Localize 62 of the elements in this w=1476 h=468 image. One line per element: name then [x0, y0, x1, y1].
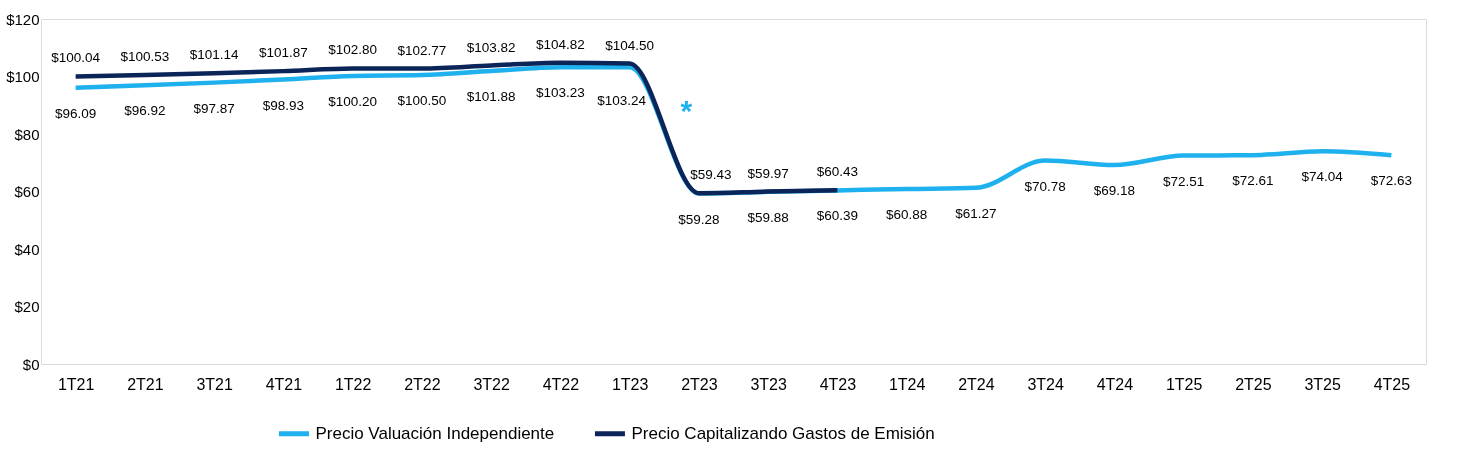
x-tick-label: 1T22 — [334, 375, 372, 393]
data-label: $72.63 — [1370, 173, 1413, 189]
data-label: $59.28 — [678, 211, 720, 227]
annotation: * — [680, 94, 693, 128]
data-label: $104.50 — [605, 37, 655, 53]
y-tick-label: $60 — [14, 183, 40, 200]
data-label: $60.39 — [816, 208, 859, 224]
data-label: $59.88 — [747, 209, 789, 225]
x-tick-label: 4T23 — [819, 375, 857, 393]
data-label: $100.04 — [51, 50, 101, 66]
x-tick-label: 3T24 — [1027, 375, 1064, 393]
data-label: $100.20 — [328, 93, 378, 109]
data-label: $97.87 — [193, 100, 235, 116]
data-label: $60.88 — [885, 206, 928, 222]
y-tick-label: $20 — [14, 298, 40, 315]
data-label: $102.77 — [397, 42, 447, 58]
x-tick-label: 3T21 — [196, 375, 233, 393]
data-label: $96.92 — [124, 103, 166, 119]
x-tick-label: 2T25 — [1235, 375, 1272, 393]
data-label: $103.82 — [466, 39, 516, 55]
data-label: $60.43 — [816, 164, 859, 180]
x-tick-label: 2T23 — [681, 375, 718, 393]
data-label: $61.27 — [955, 205, 997, 221]
legend-label: Precio Valuación Independiente — [315, 423, 555, 443]
x-tick-label: 4T25 — [1373, 375, 1411, 393]
data-label: $98.93 — [262, 97, 305, 113]
data-label: $101.14 — [189, 47, 240, 63]
data-label: $100.50 — [397, 93, 447, 109]
x-tick-label: 4T24 — [1096, 375, 1134, 393]
data-label: $59.97 — [747, 165, 789, 181]
data-label: $72.51 — [1162, 173, 1205, 189]
x-tick-label: 1T23 — [611, 375, 649, 393]
data-label: $100.53 — [120, 48, 170, 64]
x-tick-label: 4T21 — [265, 375, 303, 393]
x-tick-label: 1T24 — [888, 375, 926, 393]
data-label: $72.61 — [1232, 173, 1274, 189]
data-label: $101.88 — [466, 89, 516, 105]
data-label: $96.09 — [54, 105, 97, 121]
data-label: $59.43 — [690, 167, 732, 183]
x-tick-label: 3T25 — [1304, 375, 1341, 393]
x-tick-label: 1T21 — [57, 375, 95, 393]
data-label: $103.24 — [597, 93, 647, 109]
x-tick-label: 2T21 — [127, 375, 164, 393]
y-tick-label: $80 — [14, 125, 40, 143]
x-tick-label: 2T24 — [958, 375, 995, 393]
data-label: $103.23 — [535, 85, 585, 101]
data-label: $70.78 — [1024, 178, 1066, 194]
y-tick-label: $40 — [14, 240, 40, 258]
data-label: $102.80 — [328, 42, 378, 58]
data-label: $69.18 — [1093, 183, 1136, 199]
x-tick-label: 3T23 — [750, 375, 787, 393]
legend-label: Precio Capitalizando Gastos de Emisión — [631, 423, 935, 443]
x-tick-label: 4T22 — [542, 375, 580, 393]
y-tick-label: $120 — [6, 10, 40, 28]
x-tick-label: 2T22 — [404, 375, 441, 393]
y-tick-label: $100 — [6, 68, 40, 85]
x-tick-label: 3T22 — [473, 375, 510, 393]
data-label: $101.87 — [258, 45, 308, 61]
data-label: $104.82 — [535, 36, 585, 52]
data-label: $74.04 — [1301, 169, 1344, 185]
y-tick-label: $0 — [22, 355, 40, 373]
x-tick-label: 1T25 — [1165, 375, 1203, 393]
